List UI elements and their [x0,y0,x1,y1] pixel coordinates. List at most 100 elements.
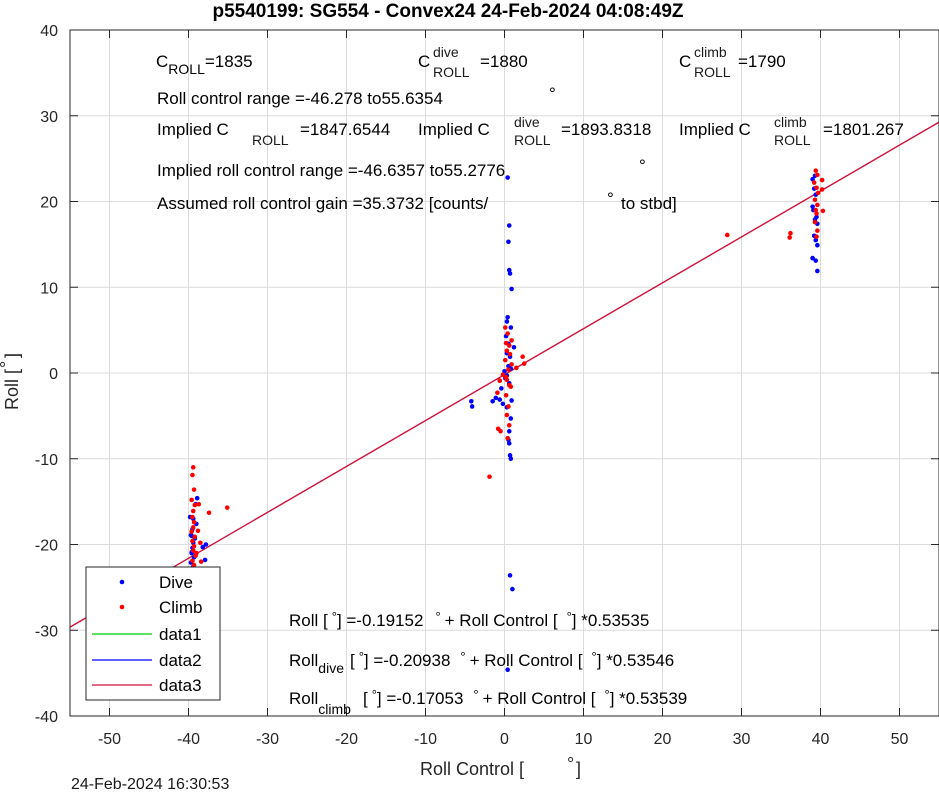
climb-point [502,325,508,330]
x-axis-label: Roll Control [ ° ] [420,754,581,779]
climb-point [521,361,527,366]
dive-point [497,397,503,402]
climb-point [503,392,509,398]
dive-point [502,368,507,374]
dive-point [815,268,820,274]
c-roll-dive-value: =1880 [480,52,528,71]
timestamp: 24-Feb-2024 16:30:53 [71,776,229,792]
implied-c-roll-prefix: Implied C [157,120,229,139]
dive-point [815,242,820,248]
chart-title: p5540199: SG554 - Convex24 24-Feb-2024 0… [212,1,683,22]
legend-data1-label: data1 [159,625,202,644]
dive-point [509,398,514,403]
climb-point [487,474,492,480]
climb-point [815,172,820,178]
climb-point [514,365,519,371]
dive-point [202,557,208,563]
climb-point [509,362,514,367]
dive-point [508,416,514,421]
climb-point [504,348,510,354]
y-axis-label-deg: ° [0,361,17,368]
top-annotations: CROLL=1835 C dive ROLL =1880 C climb ROL… [156,44,904,213]
climb-point [189,497,194,503]
x-tick-label: 0 [500,731,509,748]
dive-point [500,401,506,407]
legend-climb-marker [119,604,125,610]
x-axis-label-text: Roll Control [ [420,759,524,779]
dive-point [507,271,513,276]
x-axis-label-end: ] [576,759,581,779]
dive-point [813,237,819,243]
x-axis-label-deg: ° [567,754,574,774]
dive-point [511,344,517,350]
x-tick-label: 50 [891,731,909,748]
y-axis-label: Roll [ ° ] [0,353,22,410]
c-roll-climb-sup: climb [694,44,727,60]
c-roll-dive-annotation: C [418,52,430,71]
fit-climb-text: Rollclimb[°] =-0.17053 ° + Roll Control [°… [289,687,687,717]
climb-point [506,423,512,428]
x-tick-label: 30 [733,731,751,748]
climb-point [191,543,197,549]
climb-point [813,207,819,213]
dive-point [493,395,499,401]
x-tick-label: 10 [575,731,593,748]
implied-c-roll-climb-prefix: Implied C [679,120,751,139]
climb-point [815,190,821,196]
implied-roll-control-range-text: Implied roll control range =-46.6357 to5… [157,161,505,180]
dive-point [505,667,510,672]
y-tick-label: -40 [35,709,58,726]
climb-point [190,514,195,520]
fit-all-text: Roll [°] =-0.19152 ° + Roll Control [°] *0… [289,609,649,630]
climb-point [507,351,513,357]
implied-c-roll-dive-sup: dive [514,114,540,130]
dive-point [506,239,511,245]
climb-point [520,354,525,360]
climb-point [194,550,199,556]
dive-point [507,453,513,458]
y-tick-label: 40 [40,23,58,40]
y-tick-label: -20 [35,538,58,555]
climb-point [505,435,510,441]
climb-point [191,519,197,525]
climb-point [498,429,503,434]
c-roll-climb-sub: ROLL [694,64,731,80]
climb-point [814,211,819,216]
assumed-gain-text: Assumed roll control gain =35.3732 [coun… [157,194,489,213]
legend: Dive Climb data1 data2 data3 [85,566,221,701]
climb-point [813,168,819,173]
x-tick-label: -30 [256,731,279,748]
y-tick-label: 0 [49,366,58,383]
assumed-gain-end: to stbd] [621,194,677,213]
legend-climb-label: Climb [159,598,202,617]
implied-c-roll-climb-value: =1801.267 [823,120,904,139]
implied-c-roll-value: =1847.6544 [300,120,390,139]
dive-point [509,286,514,292]
dive-point [490,398,495,404]
implied-c-roll-sub: ROLL [252,132,289,148]
dive-point [504,319,510,324]
dive-point [813,258,819,263]
y-tick-label: -10 [35,452,58,469]
x-tick-label: 40 [812,731,830,748]
climb-point [191,562,197,568]
x-tick-label: -20 [335,731,358,748]
dive-point [810,255,815,261]
dive-point [508,456,514,462]
climb-point [192,502,198,508]
climb-point [819,187,825,192]
climb-point [195,528,201,534]
climb-point [812,219,818,225]
dive-point [810,176,815,182]
dive-point [506,223,512,228]
climb-point [724,232,730,238]
y-tick-label: 20 [40,195,58,212]
legend-dive-marker [119,579,125,585]
implied-c-roll-dive-prefix: Implied C [418,120,490,139]
assumed-gain-deg: ° [607,189,614,208]
y-tick-label: -30 [35,623,58,640]
climb-point [508,384,514,390]
dive-point [510,586,515,592]
y-tick-label: 10 [40,280,58,297]
climb-point [814,234,819,239]
